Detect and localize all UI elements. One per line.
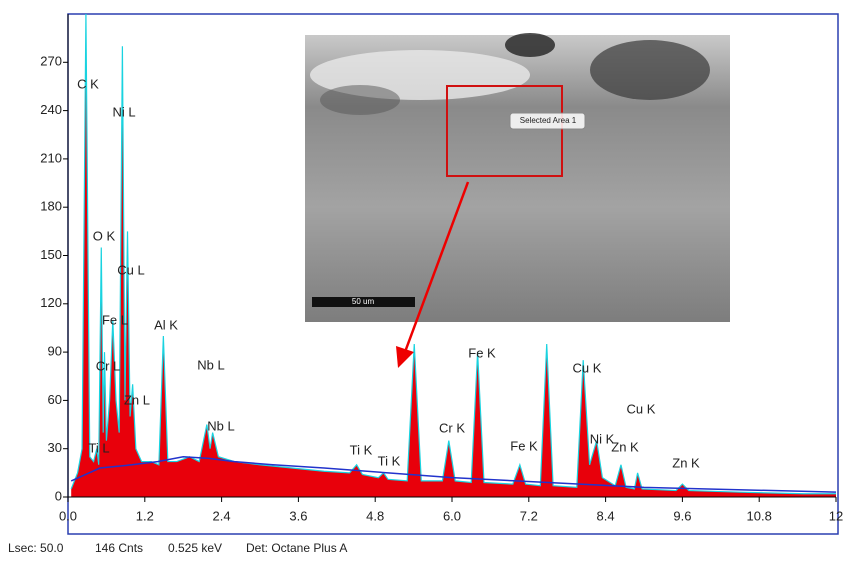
selection-label: Selected Area 1 xyxy=(520,116,577,125)
peak-label: Ti L xyxy=(88,440,109,455)
peak-label: Cu K xyxy=(627,401,656,416)
y-tick-label: 0 xyxy=(55,488,62,503)
x-tick-label: 1.2 xyxy=(136,508,154,523)
sem-image: Selected Area 1 50 um xyxy=(305,33,730,322)
peak-label: Cu L xyxy=(117,262,144,277)
x-tick-label: 2.4 xyxy=(213,508,231,523)
peak-label: Nb L xyxy=(207,418,234,433)
x-tick-label: 4.8 xyxy=(366,508,384,523)
x-tick-label: 7.2 xyxy=(520,508,538,523)
chart: 0 30 60 90 120 150 180 210 240 270 0.0 1.2 2.4 3.6 4.8… xyxy=(0,0,850,564)
x-tick-label: 12 xyxy=(829,508,843,523)
scale-label: 50 um xyxy=(352,297,375,306)
peak-label: Cr K xyxy=(439,420,465,435)
y-tick-label: 270 xyxy=(40,54,62,69)
peak-label: Zn K xyxy=(672,455,700,470)
x-tick-label: 6.0 xyxy=(443,508,461,523)
x-tick-label: 3.6 xyxy=(289,508,307,523)
x-tick-label: 9.6 xyxy=(673,508,691,523)
peak-label: O K xyxy=(93,228,116,243)
arrow-head xyxy=(396,346,414,368)
peak-label: Ti K xyxy=(378,453,401,468)
y-tick-label: 90 xyxy=(48,344,62,359)
peak-label: Fe L xyxy=(102,312,128,327)
peak-label: C K xyxy=(77,76,99,91)
x-tick-label: 8.4 xyxy=(597,508,615,523)
page: {"chart_data": {"type": "spectrum", "x":… xyxy=(0,0,850,564)
status-text: Lsec: 50.0 xyxy=(8,541,64,555)
y-tick-label: 60 xyxy=(48,392,62,407)
status-text: Det: Octane Plus A xyxy=(246,541,347,555)
peak-label: Zn K xyxy=(611,439,639,454)
status-text: 0.525 keV xyxy=(168,541,222,555)
y-tick-label: 30 xyxy=(48,440,62,455)
x-tick-label: 10.8 xyxy=(747,508,772,523)
x-tick-label: 0.0 xyxy=(59,508,77,523)
y-tick-label: 120 xyxy=(40,295,62,310)
peak-label: Al K xyxy=(154,317,178,332)
peak-label: Cu K xyxy=(573,360,602,375)
y-tick-label: 240 xyxy=(40,102,62,117)
peak-label: Nb L xyxy=(197,357,224,372)
status-text: 146 Cnts xyxy=(95,541,143,555)
peak-label: Zn L xyxy=(124,392,150,407)
peak-label: Ti K xyxy=(350,442,373,457)
y-tick-label: 210 xyxy=(40,150,62,165)
y-tick-label: 150 xyxy=(40,247,62,262)
y-tick-label: 180 xyxy=(40,199,62,214)
peak-label: Fe K xyxy=(468,345,496,360)
peak-label: Cr L xyxy=(96,358,121,373)
peak-label: Ni L xyxy=(112,104,135,119)
peak-label: Fe K xyxy=(510,438,538,453)
